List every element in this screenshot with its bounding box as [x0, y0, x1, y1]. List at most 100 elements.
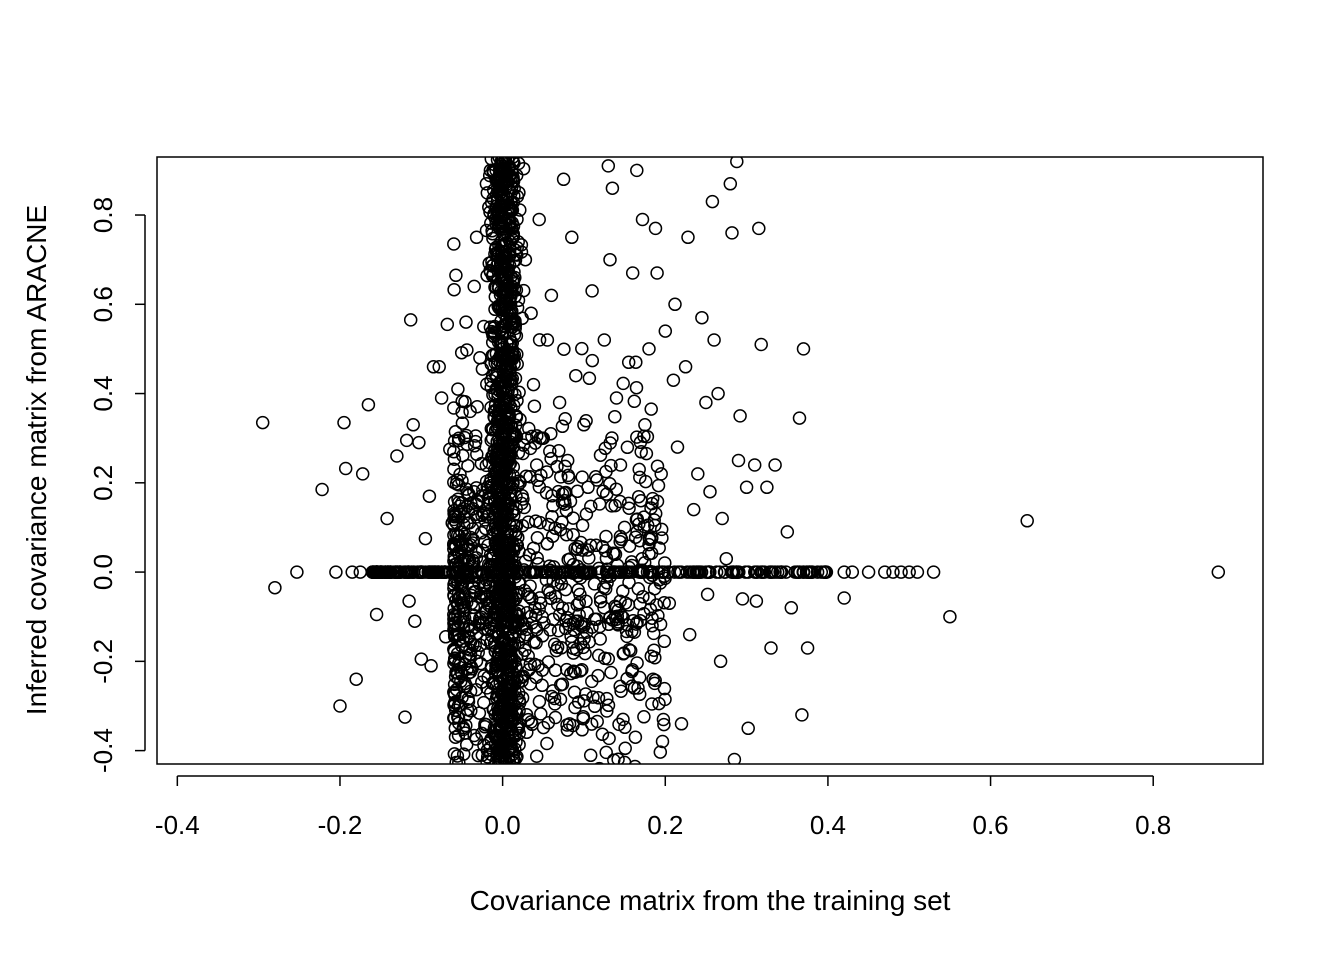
- data-point: [598, 869, 610, 881]
- data-point: [548, 663, 563, 678]
- data-point: [605, 181, 620, 195]
- data-point: [603, 569, 618, 584]
- data-point: [645, 611, 659, 625]
- data-point: [705, 194, 720, 209]
- data-point: [451, 545, 465, 560]
- data-point: [768, 458, 782, 472]
- data-point: [749, 594, 764, 608]
- data-point: [399, 433, 414, 448]
- data-point: [506, 518, 521, 532]
- data-point: [730, 157, 744, 169]
- data-point: [680, 565, 694, 579]
- data-point: [668, 297, 682, 312]
- data-point: [501, 438, 515, 453]
- data-point: [747, 458, 762, 472]
- data-point: [750, 565, 765, 579]
- data-point: [621, 355, 636, 370]
- data-point: [527, 399, 542, 413]
- data-point: [432, 360, 446, 374]
- data-point: [774, 565, 789, 579]
- data-point: [502, 410, 517, 424]
- data-point: [481, 505, 495, 519]
- data-point: [488, 356, 502, 370]
- data-point: [591, 648, 606, 663]
- data-point: [573, 587, 587, 602]
- data-point: [547, 637, 562, 652]
- data-point: [800, 641, 815, 655]
- data-point: [484, 216, 498, 230]
- data-point: [754, 337, 768, 352]
- data-point: [658, 324, 673, 338]
- data-point: [546, 498, 560, 513]
- data-point: [448, 789, 460, 801]
- data-point: [501, 157, 515, 167]
- data-point: [627, 394, 642, 409]
- x-tick-label: 0.4: [810, 810, 846, 840]
- data-point: [603, 820, 615, 832]
- data-point: [489, 217, 503, 231]
- data-point: [627, 681, 642, 695]
- data-point: [470, 399, 484, 414]
- data-point: [496, 446, 510, 460]
- data-point: [390, 449, 404, 463]
- data-point: [595, 727, 610, 742]
- data-point: [511, 585, 526, 600]
- data-point: [502, 536, 517, 550]
- data-point: [739, 480, 754, 495]
- data-point: [478, 513, 492, 527]
- data-point: [646, 672, 660, 686]
- data-point: [511, 722, 526, 736]
- data-point: [622, 575, 636, 590]
- data-point: [637, 510, 651, 524]
- data-point: [741, 721, 755, 736]
- data-point: [480, 377, 494, 391]
- data-point: [598, 543, 613, 558]
- data-point: [570, 598, 584, 612]
- data-point: [625, 679, 639, 693]
- data-point: [329, 565, 343, 579]
- data-point: [575, 470, 589, 484]
- data-point: [502, 543, 517, 557]
- data-point: [454, 577, 468, 591]
- data-point: [447, 711, 461, 725]
- data-point: [681, 230, 695, 245]
- data-point: [633, 533, 647, 548]
- data-point: [598, 582, 613, 596]
- data-point: [477, 695, 491, 710]
- data-point: [456, 502, 471, 516]
- data-point: [599, 745, 613, 760]
- data-point: [530, 531, 545, 545]
- data-point: [573, 664, 587, 678]
- data-point: [657, 681, 672, 696]
- data-point: [617, 520, 632, 535]
- data-point: [489, 728, 504, 742]
- data-point: [580, 606, 594, 620]
- data-point: [637, 556, 652, 570]
- data-point: [529, 565, 543, 579]
- data-point: [582, 551, 596, 565]
- data-point: [509, 329, 524, 343]
- data-point: [487, 325, 502, 340]
- data-point: [512, 695, 527, 710]
- data-point: [465, 798, 477, 810]
- data-point: [447, 536, 461, 551]
- data-point: [503, 734, 518, 748]
- data-point: [631, 681, 645, 695]
- data-point: [447, 237, 461, 251]
- data-point: [544, 288, 559, 303]
- data-point: [609, 612, 623, 627]
- data-point: [505, 166, 519, 180]
- data-point: [593, 448, 608, 462]
- data-point: [523, 441, 538, 456]
- data-point: [490, 611, 504, 626]
- data-point: [652, 696, 666, 711]
- data-point: [545, 509, 559, 524]
- data-point: [464, 836, 476, 848]
- data-point: [715, 511, 729, 526]
- data-point: [522, 421, 536, 436]
- data-point: [779, 565, 793, 579]
- data-point: [565, 230, 579, 245]
- data-point: [581, 832, 593, 844]
- data-point: [511, 565, 525, 579]
- data-point: [640, 782, 652, 794]
